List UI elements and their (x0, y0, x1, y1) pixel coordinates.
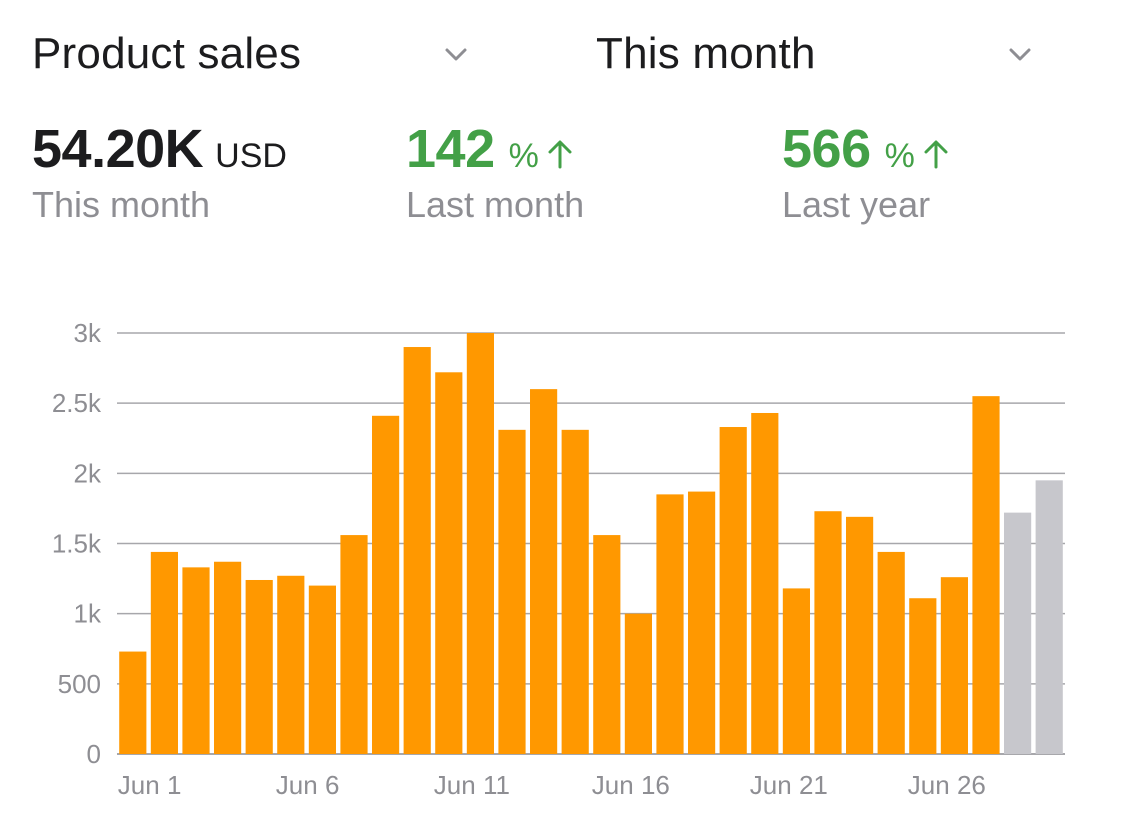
last-month-value: 142 (406, 119, 495, 179)
x-tick-label: Jun 21 (750, 770, 828, 800)
x-tick-label: Jun 11 (434, 770, 510, 800)
y-tick-label: 1k (74, 599, 102, 629)
chart-bars (119, 333, 1063, 754)
last-month-caption: Last month (406, 184, 585, 225)
chart-gridlines (117, 332, 1065, 755)
x-tick-label: Jun 16 (592, 770, 670, 800)
bar-jun-6[interactable] (277, 575, 305, 754)
bar-jun-2[interactable] (150, 551, 178, 754)
x-axis-ticks: Jun 1 Jun 6 Jun 11 Jun 16 Jun 21 Jun 26 (118, 770, 986, 800)
total-sales-unit: USD (215, 137, 287, 175)
bar-jun-7[interactable] (308, 585, 336, 754)
arrow-up-icon (924, 140, 948, 169)
chevron-down-icon (445, 48, 467, 61)
bar-jun-23[interactable] (814, 511, 842, 754)
y-tick-label: 0 (87, 739, 101, 769)
y-tick-label: 500 (58, 669, 101, 699)
stat-last-year: 566 % Last year (782, 118, 951, 226)
x-tick-label: Jun 26 (908, 770, 986, 800)
bar-jun-12[interactable] (466, 333, 494, 754)
bar-jun-8[interactable] (340, 535, 368, 754)
bar-jun-13[interactable] (498, 429, 526, 754)
bar-jun-10[interactable] (403, 347, 431, 754)
bar-jun-3[interactable] (182, 567, 210, 754)
bar-jun-25[interactable] (877, 551, 905, 754)
x-tick-label: Jun 6 (276, 770, 340, 800)
bar-jun-20[interactable] (719, 427, 747, 754)
bar-jun-24[interactable] (846, 516, 874, 754)
bar-jun-19[interactable] (688, 491, 716, 754)
bar-jun-28[interactable] (972, 396, 1000, 754)
bar-jun-11[interactable] (435, 372, 463, 754)
total-sales-value: 54.20K (32, 119, 204, 179)
period-selector-label: This month (596, 29, 816, 78)
total-sales-caption: This month (32, 184, 211, 225)
stat-total-sales: 54.20K USD This month (32, 118, 287, 226)
bar-jun-27[interactable] (940, 577, 968, 754)
y-tick-label: 1.5k (52, 529, 102, 559)
bar-jun-4[interactable] (214, 561, 242, 754)
period-selector[interactable]: This month (596, 26, 1036, 82)
bar-jun-9[interactable] (372, 415, 400, 754)
bar-jun-29[interactable] (1004, 512, 1032, 754)
stat-last-month: 142 % Last month (406, 118, 584, 226)
bar-jun-30[interactable] (1035, 480, 1063, 754)
bar-jun-26[interactable] (909, 598, 937, 754)
chevron-down-icon (1009, 48, 1031, 61)
bar-jun-18[interactable] (656, 494, 684, 754)
bar-jun-1[interactable] (119, 651, 147, 754)
last-year-caption: Last year (782, 184, 931, 225)
arrow-up-icon (548, 140, 572, 169)
bar-jun-21[interactable] (751, 412, 779, 754)
y-tick-label: 2k (74, 458, 102, 488)
bar-jun-22[interactable] (782, 588, 810, 754)
bar-jun-15[interactable] (561, 429, 589, 754)
y-axis-ticks: 0 500 1k 1.5k 2k 2.5k 3k (52, 318, 102, 769)
last-year-value: 566 (782, 119, 871, 179)
bar-jun-16[interactable] (593, 535, 621, 754)
bar-jun-14[interactable] (530, 389, 558, 754)
y-tick-label: 2.5k (52, 388, 102, 418)
x-tick-label: Jun 1 (118, 770, 182, 800)
bar-jun-17[interactable] (624, 613, 652, 754)
metric-selector[interactable]: Product sales (32, 26, 472, 82)
last-year-unit: % (884, 137, 915, 175)
bar-jun-5[interactable] (245, 579, 273, 754)
last-month-unit: % (508, 137, 539, 175)
metric-selector-label: Product sales (32, 29, 302, 78)
y-tick-label: 3k (74, 318, 102, 348)
